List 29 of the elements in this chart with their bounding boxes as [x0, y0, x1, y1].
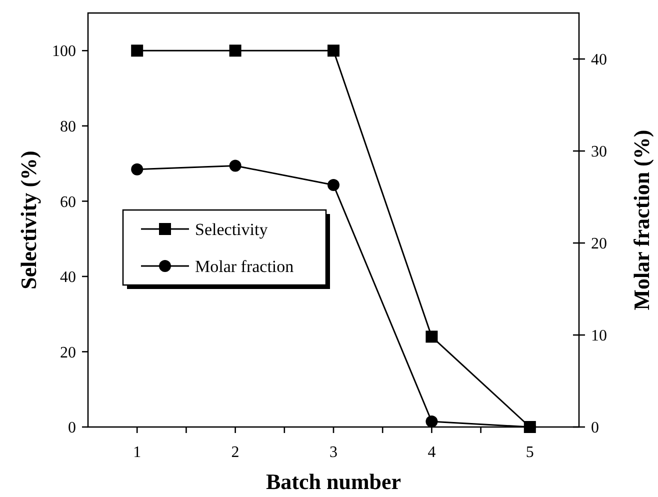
y-axis-title: Selectivity (%) — [16, 150, 41, 290]
y-tick-label: 100 — [52, 43, 76, 60]
point — [229, 160, 242, 172]
point — [426, 330, 438, 343]
x-axis-title: Batch number — [266, 469, 402, 494]
point — [328, 179, 340, 192]
point — [131, 44, 144, 57]
y2-tick-label: 40 — [591, 52, 607, 69]
x-tick-label: 2 — [231, 444, 240, 461]
point — [328, 44, 340, 57]
point — [229, 44, 242, 57]
y-tick-label: 60 — [60, 194, 76, 211]
x-tick-label: 5 — [526, 444, 534, 461]
x-tick-label: 4 — [428, 444, 436, 461]
point — [426, 415, 438, 428]
y-tick-label: 80 — [60, 118, 76, 136]
y-tick-label: 0 — [68, 420, 76, 437]
legend-label: Molar fraction — [195, 256, 294, 276]
point — [131, 163, 144, 176]
legend-label: Selectivity — [195, 220, 268, 239]
x-tick-label: 3 — [330, 444, 338, 461]
y2-tick-label: 10 — [591, 328, 607, 345]
y2-tick-label: 30 — [591, 144, 607, 161]
y2-axis-title: Molar fraction (%) — [629, 130, 654, 310]
x-tick-label: 1 — [133, 444, 142, 461]
y-tick-label: 40 — [60, 269, 76, 286]
y2-tick-label: 20 — [591, 236, 607, 253]
y2-tick-label: 0 — [591, 420, 599, 437]
y-tick-label: 20 — [60, 344, 76, 362]
